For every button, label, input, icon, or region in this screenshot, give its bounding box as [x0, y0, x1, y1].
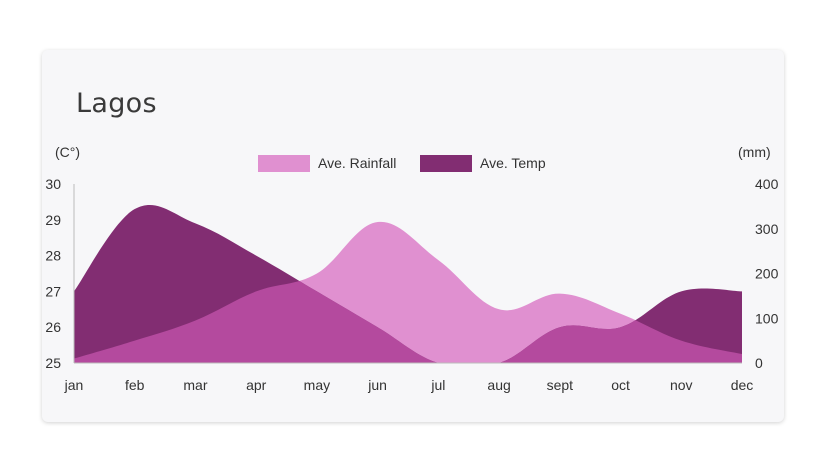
legend-item-temp[interactable]: Ave. Temp — [420, 155, 546, 172]
x-tick-label: mar — [183, 377, 207, 393]
legend-label-rainfall: Ave. Rainfall — [318, 155, 396, 171]
legend-swatch-temp — [420, 155, 472, 172]
right-tick-label: 400 — [755, 176, 779, 192]
left-tick-label: 26 — [45, 319, 61, 335]
left-tick-label: 30 — [45, 176, 61, 192]
x-tick-label: dec — [731, 377, 754, 393]
left-tick-label: 25 — [45, 355, 61, 371]
x-tick-label: aug — [487, 377, 510, 393]
x-tick-label: jun — [367, 377, 387, 393]
area-layer — [74, 204, 742, 363]
x-tick-label: feb — [125, 377, 145, 393]
x-tick-label: jan — [64, 377, 84, 393]
left-axis-unit: (C°) — [55, 144, 80, 160]
x-tick-label: may — [304, 377, 330, 393]
x-tick-label: oct — [611, 377, 630, 393]
chart-title: Lagos — [76, 88, 157, 119]
legend-swatch-rainfall — [258, 155, 310, 172]
x-tick-label: apr — [246, 377, 267, 393]
left-tick-label: 29 — [45, 212, 61, 228]
legend-label-temp: Ave. Temp — [480, 155, 546, 171]
legend-item-rainfall[interactable]: Ave. Rainfall — [258, 155, 396, 172]
x-tick-label: sept — [547, 377, 574, 393]
right-tick-label: 100 — [755, 310, 779, 326]
right-tick-label: 300 — [755, 221, 779, 237]
right-tick-label: 0 — [755, 355, 763, 371]
series-overlap-area — [74, 221, 742, 363]
right-tick-label: 200 — [755, 266, 779, 282]
legend: Ave. Rainfall Ave. Temp — [258, 155, 546, 172]
right-axis-unit: (mm) — [738, 144, 771, 160]
left-tick-label: 27 — [45, 283, 61, 299]
x-tick-label: jul — [430, 377, 445, 393]
left-tick-label: 28 — [45, 248, 61, 264]
x-tick-label: nov — [670, 377, 693, 393]
